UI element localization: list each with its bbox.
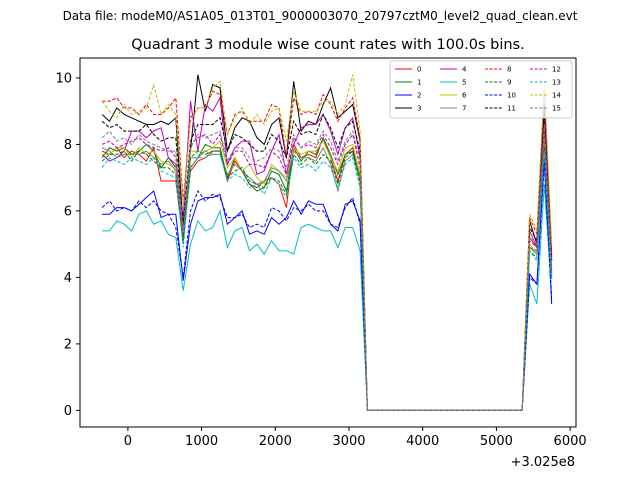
legend-label-5: 5 [462,79,466,87]
x-tick-label: 0 [124,434,132,449]
x-tick-label: 6000 [554,434,587,449]
series-line-12 [101,131,553,411]
chart-title: Quadrant 3 module wise count rates with … [131,37,525,53]
legend-label-8: 8 [507,66,511,74]
series-line-11 [101,111,553,411]
legend-label-9: 9 [507,79,511,87]
legend-label-0: 0 [417,66,421,74]
x-tick-label: 4000 [406,434,439,449]
series-layer [101,74,553,411]
series-line-1 [101,136,553,411]
series-line-8 [102,87,553,411]
legend-label-6: 6 [462,92,467,100]
y-tick-label: 8 [64,138,72,153]
x-axis: 0 1000 2000 3000 4000 5000 6000 [124,427,587,449]
series-line-2 [102,157,553,411]
y-tick-label: 0 [64,404,72,419]
x-tick-label: 5000 [480,434,513,449]
series-line-14 [101,74,553,411]
figure-suptitle: Data file: modeM0/AS1A05_013T01_90000030… [63,9,578,23]
y-tick-label: 4 [64,271,72,286]
legend-label-13: 13 [552,79,561,87]
x-tick-label: 1000 [185,434,218,449]
series-line-5 [102,184,553,411]
legend-label-12: 12 [552,66,561,74]
legend-label-14: 14 [552,92,561,100]
legend-label-11: 11 [507,105,516,113]
legend-label-15: 15 [552,105,561,113]
series-line-3 [101,74,553,411]
x-tick-label: 2000 [259,434,292,449]
legend-frame [389,60,573,119]
plot-frame [79,57,577,428]
series-line-15 [101,124,553,411]
y-tick-label: 6 [64,204,72,219]
y-tick-label: 10 [55,71,72,86]
series-line-6 [102,137,553,411]
legend-label-4: 4 [462,66,467,74]
y-tick-label: 2 [64,337,72,352]
legend-label-3: 3 [417,105,421,113]
x-offset-label: +3.025e8 [511,455,575,470]
y-axis: 0 2 4 6 8 10 [55,71,80,419]
series-line-13 [101,151,553,411]
legend-label-10: 10 [507,92,516,100]
legend-label-1: 1 [417,79,421,87]
series-line-4 [101,96,553,411]
series-line-10 [101,164,553,411]
x-tick-label: 3000 [332,434,365,449]
legend-label-7: 7 [462,105,466,113]
series-line-9 [101,147,553,411]
legend-label-2: 2 [417,92,421,100]
